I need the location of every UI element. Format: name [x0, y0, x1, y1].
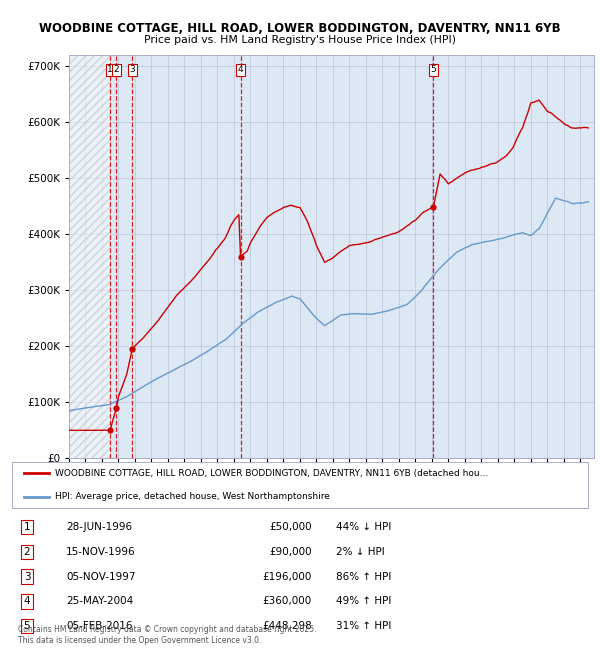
- Text: £360,000: £360,000: [263, 596, 312, 606]
- Text: 44% ↓ HPI: 44% ↓ HPI: [336, 522, 391, 532]
- Text: 31% ↑ HPI: 31% ↑ HPI: [336, 621, 391, 631]
- Text: HPI: Average price, detached house, West Northamptonshire: HPI: Average price, detached house, West…: [55, 492, 330, 501]
- Text: 4: 4: [238, 66, 244, 74]
- Text: £448,298: £448,298: [262, 621, 312, 631]
- Text: 1: 1: [107, 66, 113, 74]
- Text: 86% ↑ HPI: 86% ↑ HPI: [336, 571, 391, 582]
- Text: Contains HM Land Registry data © Crown copyright and database right 2025.
This d: Contains HM Land Registry data © Crown c…: [18, 625, 317, 645]
- Bar: [69, 55, 110, 458]
- Text: 2: 2: [23, 547, 31, 557]
- Text: 4: 4: [23, 596, 31, 606]
- Text: 5: 5: [23, 621, 31, 631]
- Text: 49% ↑ HPI: 49% ↑ HPI: [336, 596, 391, 606]
- Text: Price paid vs. HM Land Registry's House Price Index (HPI): Price paid vs. HM Land Registry's House …: [144, 35, 456, 45]
- Text: 28-JUN-1996: 28-JUN-1996: [66, 522, 132, 532]
- Text: £196,000: £196,000: [263, 571, 312, 582]
- Text: 2% ↓ HPI: 2% ↓ HPI: [336, 547, 385, 557]
- Text: 05-FEB-2016: 05-FEB-2016: [66, 621, 133, 631]
- Text: 05-NOV-1997: 05-NOV-1997: [66, 571, 136, 582]
- Text: WOODBINE COTTAGE, HILL ROAD, LOWER BODDINGTON, DAVENTRY, NN11 6YB (detached hou…: WOODBINE COTTAGE, HILL ROAD, LOWER BODDI…: [55, 469, 488, 478]
- Text: £50,000: £50,000: [269, 522, 312, 532]
- Text: 3: 3: [23, 571, 31, 582]
- Text: 1: 1: [23, 522, 31, 532]
- Text: 3: 3: [130, 66, 135, 74]
- Text: WOODBINE COTTAGE, HILL ROAD, LOWER BODDINGTON, DAVENTRY, NN11 6YB: WOODBINE COTTAGE, HILL ROAD, LOWER BODDI…: [39, 22, 561, 35]
- Text: 25-MAY-2004: 25-MAY-2004: [66, 596, 133, 606]
- Text: 2: 2: [113, 66, 119, 74]
- Text: 15-NOV-1996: 15-NOV-1996: [66, 547, 136, 557]
- Text: £90,000: £90,000: [269, 547, 312, 557]
- Text: 5: 5: [430, 66, 436, 74]
